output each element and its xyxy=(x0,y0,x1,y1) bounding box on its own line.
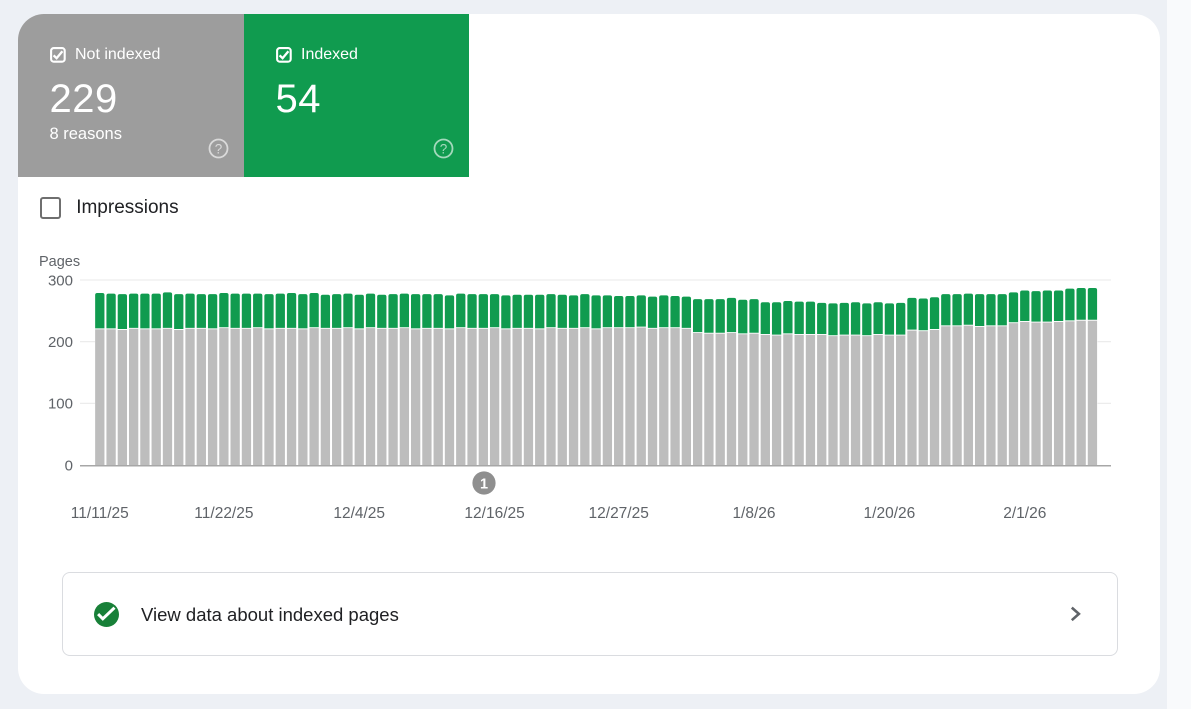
svg-text:11/22/25: 11/22/25 xyxy=(194,505,253,522)
svg-text:200: 200 xyxy=(48,334,73,351)
svg-text:?: ? xyxy=(214,141,222,156)
svg-text:1: 1 xyxy=(480,476,488,492)
svg-text:100: 100 xyxy=(48,396,73,413)
svg-text:11/11/25: 11/11/25 xyxy=(71,505,129,522)
svg-text:12/27/25: 12/27/25 xyxy=(589,505,649,522)
svg-text:Pages: Pages xyxy=(39,254,80,270)
svg-text:2/1/26: 2/1/26 xyxy=(1003,505,1046,522)
svg-text:300: 300 xyxy=(48,272,73,289)
svg-text:12/16/25: 12/16/25 xyxy=(464,505,524,522)
svg-text:0: 0 xyxy=(65,457,73,474)
svg-text:1/20/26: 1/20/26 xyxy=(864,505,916,522)
svg-text:1/8/26: 1/8/26 xyxy=(732,505,775,522)
svg-text:?: ? xyxy=(439,141,447,156)
svg-text:12/4/25: 12/4/25 xyxy=(333,505,385,522)
